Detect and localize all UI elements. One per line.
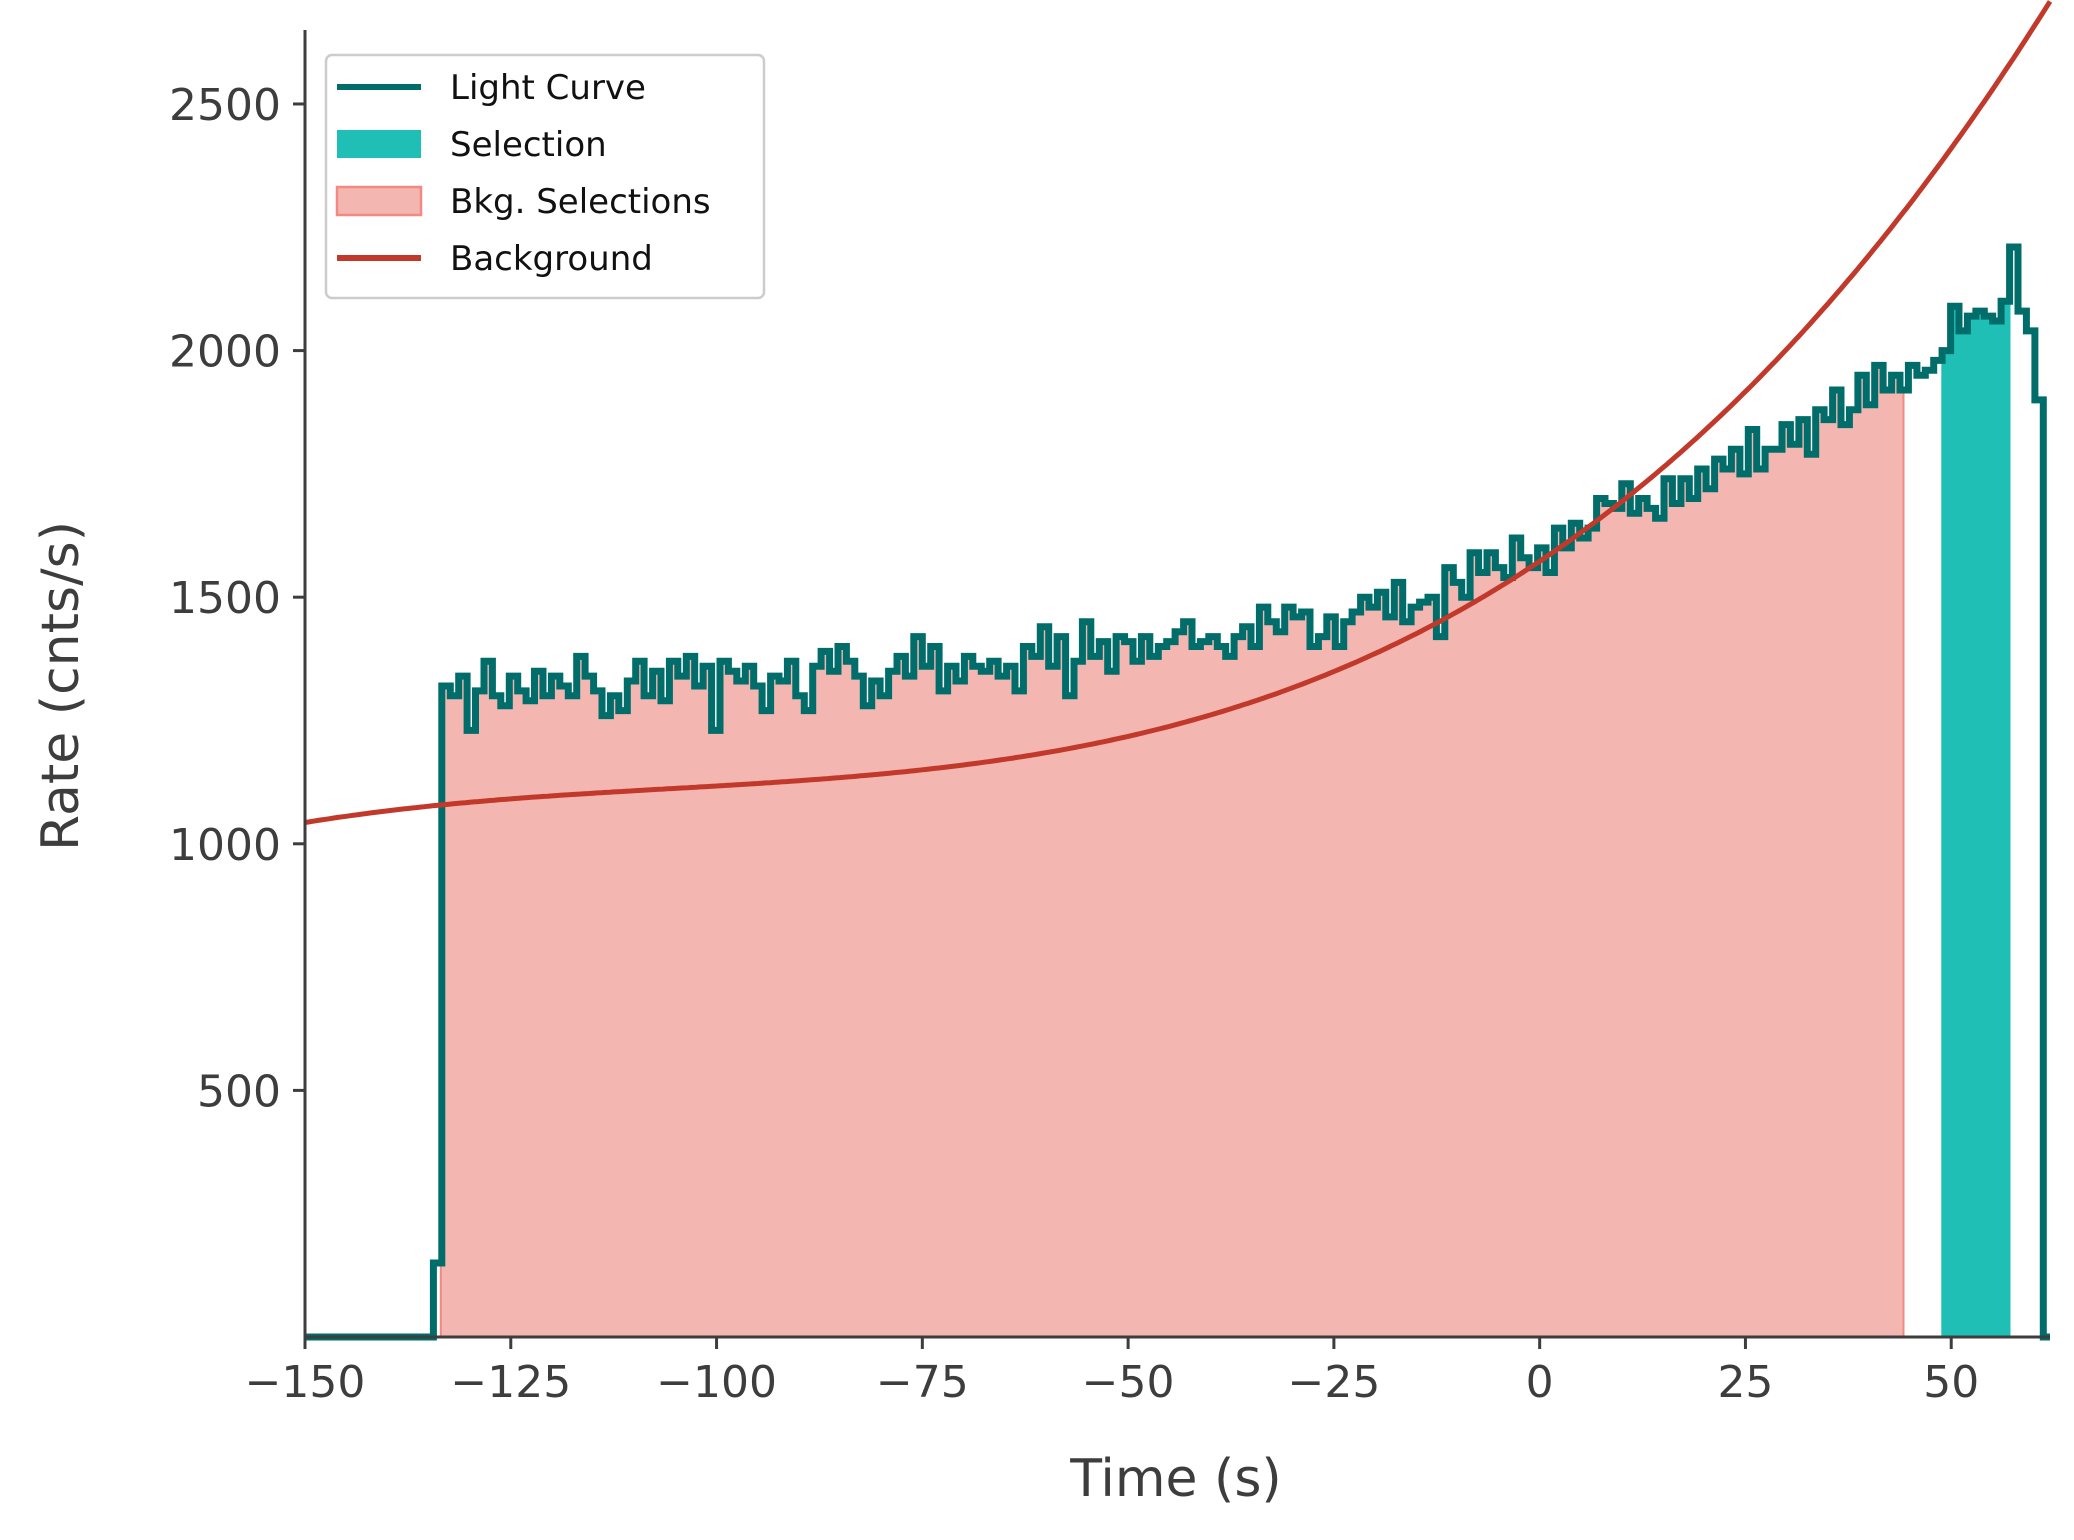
light-curve-line (305, 243, 2050, 1341)
x-tick-label: −150 (245, 1357, 366, 1408)
x-axis-title: Time (s) (1069, 1449, 1281, 1509)
x-tick-label: −50 (1082, 1357, 1175, 1408)
y-tick-label: 2500 (169, 80, 281, 131)
legend-label: Light Curve (450, 68, 646, 108)
legend-swatch-patch (337, 130, 421, 158)
x-tick-label: 50 (1923, 1357, 1979, 1408)
y-tick-label: 2000 (169, 327, 281, 378)
y-tick-label: 1000 (169, 820, 281, 871)
x-tick-label: 0 (1526, 1357, 1554, 1408)
source-selection-area (1941, 247, 2011, 1337)
x-tick-label: −125 (450, 1357, 571, 1408)
y-tick-label: 1500 (169, 573, 281, 624)
y-tick-label: 500 (197, 1066, 281, 1117)
bkg-selection-area (439, 364, 1905, 1338)
plot-area (304, 0, 2053, 1341)
legend-swatch-patch (335, 185, 423, 217)
legend-label: Selection (450, 125, 607, 165)
legend: Light Curve Selection Bkg. Selections Backg… (324, 53, 766, 300)
x-tick-label: −25 (1287, 1357, 1380, 1408)
legend-box (324, 53, 766, 300)
y-axis-title: Rate (cnts/s) (31, 521, 91, 851)
legend-label: Bkg. Selections (450, 182, 711, 222)
axes: −150 −125 −100 −75 −50 −25 0 25 50 500 1000 1500 200… (169, 30, 2050, 1408)
x-tick-label: −100 (656, 1357, 777, 1408)
x-tick-label: 25 (1717, 1357, 1773, 1408)
legend-label: Background (450, 239, 653, 279)
background-fit-line (304, 0, 2053, 825)
x-tick-label: −75 (876, 1357, 969, 1408)
